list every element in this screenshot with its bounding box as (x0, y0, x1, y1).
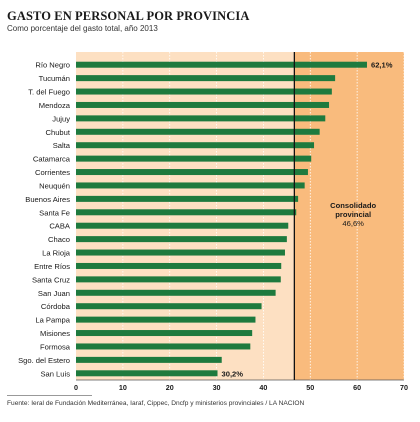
bar (76, 303, 262, 310)
bar (76, 276, 281, 283)
x-tick-label: 60 (353, 383, 361, 392)
bar (76, 101, 330, 108)
reference-label: provincial (335, 210, 371, 219)
bar-chart: Río Negro 62,1% Tucumán T. del Fuego Mendoza… (18, 52, 408, 392)
category-label: Santa Fe (39, 208, 70, 217)
x-tick-label: 70 (400, 383, 408, 392)
category-label: CABA (49, 222, 71, 231)
category-label: Salta (53, 141, 71, 150)
bar (76, 155, 312, 162)
bar (76, 115, 326, 122)
bar (76, 316, 256, 323)
bar (76, 356, 222, 363)
x-tick-label: 0 (74, 383, 78, 392)
bar (76, 262, 282, 269)
category-label: Mendoza (39, 101, 71, 110)
category-label: La Rioja (42, 249, 71, 258)
category-label: Catamarca (33, 155, 71, 164)
category-label: Buenos Aires (25, 195, 70, 204)
x-tick-label: 20 (166, 383, 174, 392)
chart-title: GASTO EN PERSONAL POR PROVINCIA (7, 9, 250, 23)
bar (76, 209, 297, 216)
footer-divider (7, 395, 92, 396)
bar (76, 236, 287, 243)
category-label: San Juan (38, 289, 70, 298)
category-label: Río Negro (35, 61, 70, 70)
category-label: Formosa (40, 342, 71, 351)
x-tick-label: 30 (213, 383, 221, 392)
bar (76, 182, 305, 189)
category-label: La Pampa (35, 316, 70, 325)
x-tick-label: 40 (259, 383, 267, 392)
category-label: Misiones (40, 329, 70, 338)
category-label: Chubut (46, 128, 71, 137)
category-label: San Luis (40, 369, 70, 378)
category-label: Tucumán (39, 74, 70, 83)
data-label: 30,2% (222, 369, 244, 378)
bar (76, 195, 299, 202)
reference-label: 46,6% (342, 219, 364, 228)
bar (76, 88, 332, 95)
category-label: Entre Ríos (34, 262, 70, 271)
data-label: 62,1% (371, 61, 393, 70)
bar (76, 75, 336, 82)
category-label: Neuquén (39, 181, 70, 190)
category-label: Córdoba (41, 302, 71, 311)
bar (76, 128, 320, 135)
bar (76, 289, 276, 296)
reference-label: Consolidado (330, 201, 376, 210)
category-label: Sgo. del Estero (18, 356, 70, 365)
category-label: Chaco (48, 235, 70, 244)
bar (76, 61, 367, 68)
bar (76, 249, 285, 256)
bar (76, 222, 289, 229)
category-label: Santa Cruz (32, 275, 70, 284)
source-note: Fuente: Ieral de Fundación Mediterránea,… (7, 400, 305, 407)
category-label: Corrientes (35, 168, 70, 177)
bar (76, 343, 251, 350)
chart-subtitle: Como porcentaje del gasto total, año 201… (7, 24, 158, 33)
x-tick-label: 10 (119, 383, 127, 392)
category-label: Jujuy (52, 114, 70, 123)
bar (76, 370, 218, 377)
category-label: T. del Fuego (28, 88, 70, 97)
bar (76, 330, 253, 337)
x-tick-label: 50 (306, 383, 314, 392)
bar (76, 169, 308, 176)
bar (76, 142, 315, 149)
